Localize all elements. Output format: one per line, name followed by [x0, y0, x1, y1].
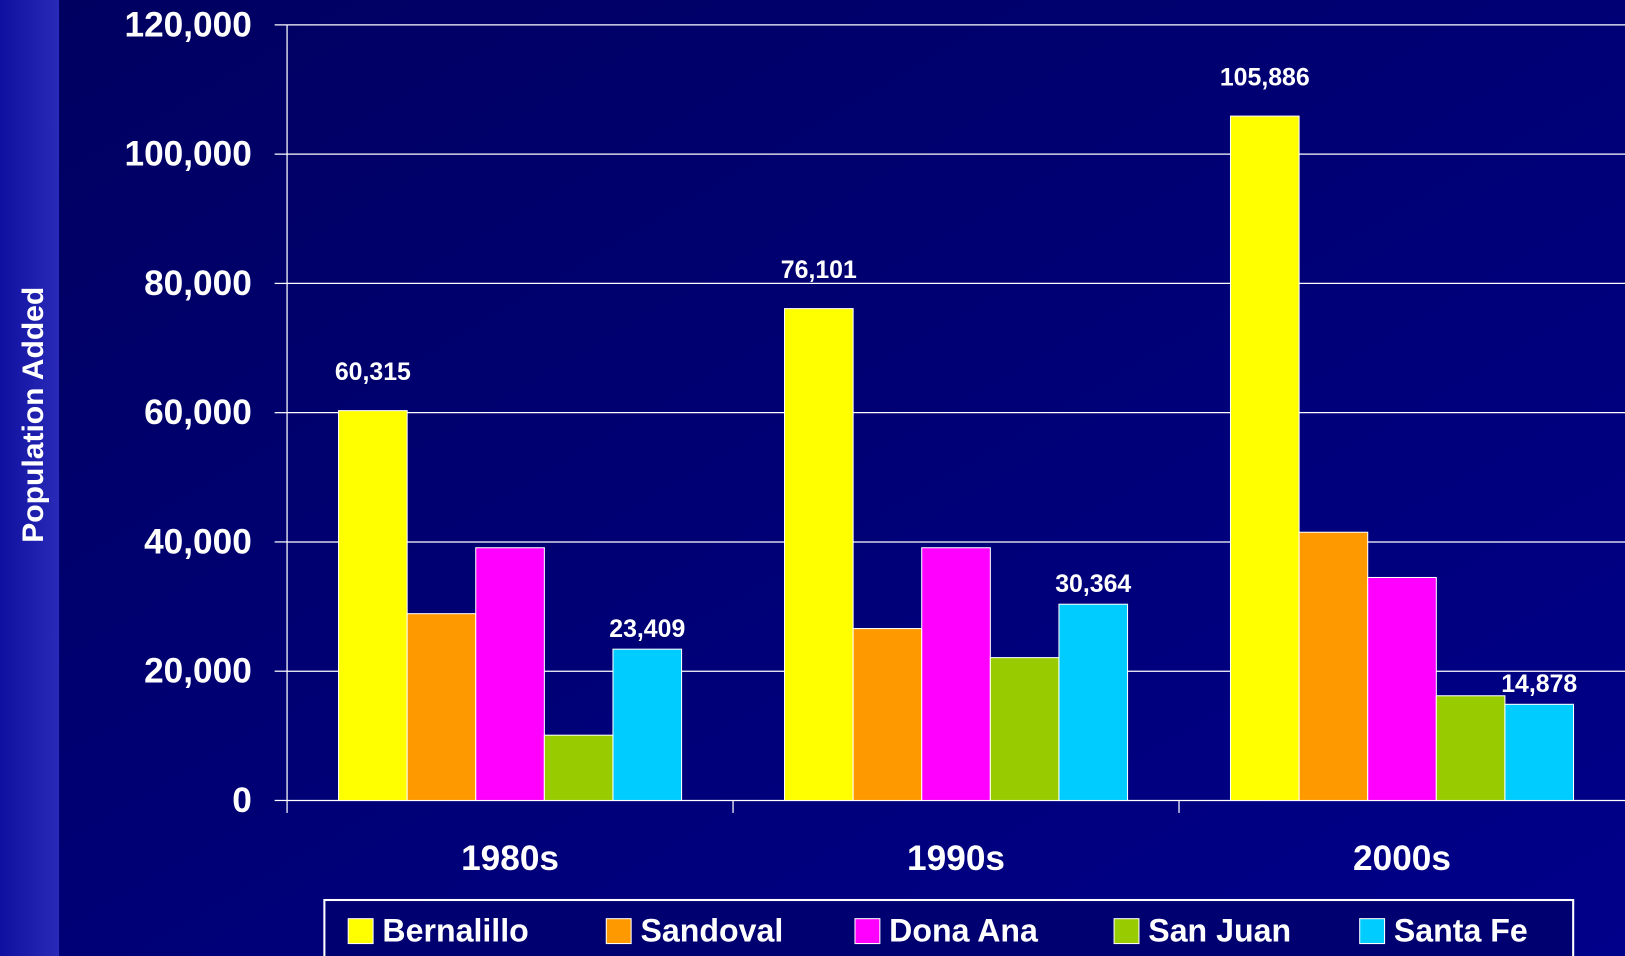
bar: [612, 648, 683, 801]
y-tick-label: 0: [232, 781, 252, 820]
y-axis-label: Population Added: [17, 287, 50, 543]
bar: [1229, 115, 1300, 801]
y-tick-label: 100,000: [124, 135, 251, 174]
legend-swatch: [605, 918, 632, 945]
legend-label: Dona Ana: [889, 913, 1039, 949]
data-label: 14,878: [1501, 670, 1577, 698]
bar: [543, 734, 614, 801]
bar: [852, 628, 923, 801]
bar: [1435, 695, 1506, 801]
legend-swatch: [1113, 918, 1140, 945]
bar: [921, 547, 991, 801]
x-tick-label: 1990s: [907, 839, 1005, 878]
data-label: 60,315: [335, 358, 411, 386]
bar: [1298, 531, 1369, 801]
x-tick-label: 1980s: [461, 839, 559, 878]
y-tick-label: 120,000: [124, 5, 251, 44]
y-tick-label: 80,000: [144, 264, 252, 303]
x-tick-label: 2000s: [1353, 839, 1451, 878]
legend-swatch: [1359, 918, 1386, 945]
data-label: 30,364: [1055, 570, 1131, 598]
bar: [475, 547, 545, 801]
data-label: 76,101: [781, 256, 857, 284]
legend-swatch: [854, 918, 881, 945]
y-tick-label: 60,000: [144, 393, 252, 432]
legend-swatch: [347, 918, 374, 945]
side-strip: [0, 0, 60, 956]
bar: [406, 613, 477, 801]
data-label: 105,886: [1220, 63, 1310, 91]
bar: [338, 410, 408, 801]
data-label: 23,409: [609, 615, 685, 643]
bar: [1504, 703, 1575, 801]
bar: [784, 308, 854, 801]
legend-label: Sandoval: [640, 913, 783, 949]
bar: [1367, 576, 1437, 801]
bar: [1058, 603, 1129, 801]
legend-label: Santa Fe: [1394, 913, 1528, 949]
bar: [989, 657, 1060, 801]
y-tick-label: 20,000: [144, 652, 252, 691]
legend-label: Bernalillo: [382, 913, 528, 949]
y-tick-label: 40,000: [144, 522, 252, 561]
legend-label: San Juan: [1148, 913, 1291, 949]
